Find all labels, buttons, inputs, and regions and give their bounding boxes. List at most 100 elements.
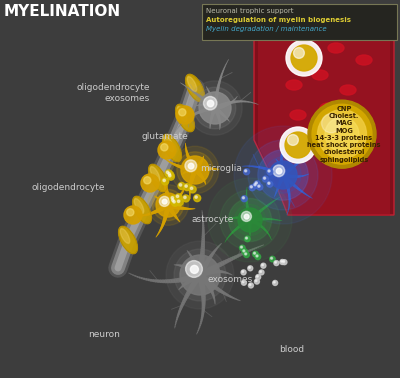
- Circle shape: [230, 200, 270, 240]
- Circle shape: [268, 170, 270, 172]
- Circle shape: [242, 271, 244, 273]
- Circle shape: [254, 279, 260, 284]
- Circle shape: [283, 260, 284, 262]
- Circle shape: [238, 208, 262, 232]
- Circle shape: [316, 122, 352, 158]
- Circle shape: [256, 255, 258, 257]
- Circle shape: [186, 260, 202, 277]
- Circle shape: [194, 87, 236, 129]
- Circle shape: [253, 183, 259, 189]
- Circle shape: [127, 209, 134, 216]
- Circle shape: [248, 283, 254, 288]
- Circle shape: [190, 265, 198, 273]
- Circle shape: [275, 262, 276, 263]
- Circle shape: [286, 40, 322, 76]
- Circle shape: [255, 280, 257, 282]
- Circle shape: [181, 156, 209, 184]
- Ellipse shape: [312, 70, 328, 80]
- Circle shape: [158, 141, 176, 159]
- Ellipse shape: [176, 104, 194, 132]
- Circle shape: [175, 194, 182, 201]
- Circle shape: [242, 249, 248, 254]
- Circle shape: [141, 174, 159, 192]
- Circle shape: [269, 161, 297, 189]
- Circle shape: [252, 251, 258, 257]
- Circle shape: [255, 254, 261, 260]
- Text: CNP
Cholest.
MAG
MOG
14-3-3 proteins
heat shock proteins
cholesterol
sphingolipi: CNP Cholest. MAG MOG 14-3-3 proteins hea…: [307, 106, 381, 163]
- Circle shape: [274, 281, 275, 283]
- Circle shape: [162, 178, 169, 185]
- Circle shape: [273, 280, 278, 285]
- Polygon shape: [258, 12, 390, 216]
- Circle shape: [166, 171, 169, 174]
- Circle shape: [254, 181, 260, 187]
- Circle shape: [199, 92, 231, 124]
- Circle shape: [262, 176, 268, 182]
- Circle shape: [179, 109, 186, 116]
- Circle shape: [194, 195, 201, 201]
- Circle shape: [267, 169, 273, 175]
- Circle shape: [288, 135, 298, 146]
- Circle shape: [159, 196, 170, 206]
- Circle shape: [259, 270, 264, 275]
- Circle shape: [242, 280, 246, 285]
- Circle shape: [254, 184, 256, 186]
- Circle shape: [184, 184, 191, 191]
- Text: blood: blood: [280, 345, 304, 354]
- Circle shape: [171, 146, 219, 194]
- Circle shape: [291, 45, 317, 71]
- Circle shape: [161, 144, 168, 151]
- Circle shape: [245, 170, 247, 172]
- Circle shape: [172, 199, 174, 201]
- Text: astrocyte: astrocyte: [192, 215, 234, 224]
- Circle shape: [280, 260, 285, 265]
- Circle shape: [171, 197, 174, 199]
- Circle shape: [167, 173, 174, 180]
- Circle shape: [240, 246, 242, 248]
- Circle shape: [188, 81, 242, 135]
- Ellipse shape: [163, 134, 181, 162]
- Circle shape: [245, 253, 247, 255]
- Circle shape: [241, 211, 252, 222]
- Circle shape: [265, 157, 301, 193]
- Text: exosomes: exosomes: [208, 275, 253, 284]
- Circle shape: [177, 200, 180, 203]
- Circle shape: [273, 165, 285, 177]
- Circle shape: [179, 184, 182, 186]
- Text: neuron: neuron: [88, 330, 120, 339]
- Circle shape: [204, 96, 217, 110]
- Ellipse shape: [320, 103, 336, 113]
- Ellipse shape: [120, 229, 130, 243]
- Ellipse shape: [186, 74, 204, 102]
- Circle shape: [270, 256, 275, 262]
- Circle shape: [264, 177, 266, 179]
- Ellipse shape: [286, 80, 302, 90]
- Circle shape: [262, 264, 264, 266]
- Circle shape: [172, 199, 179, 206]
- Circle shape: [170, 195, 177, 202]
- Ellipse shape: [164, 136, 174, 152]
- Circle shape: [257, 184, 263, 190]
- Ellipse shape: [149, 164, 167, 192]
- Circle shape: [243, 250, 245, 252]
- Circle shape: [254, 252, 256, 254]
- Circle shape: [176, 195, 179, 198]
- Circle shape: [220, 190, 280, 250]
- Circle shape: [182, 195, 190, 202]
- Circle shape: [144, 177, 151, 184]
- Circle shape: [180, 255, 220, 295]
- Circle shape: [261, 263, 266, 268]
- Circle shape: [173, 201, 175, 203]
- Circle shape: [325, 117, 359, 151]
- Ellipse shape: [300, 23, 316, 33]
- Ellipse shape: [134, 198, 144, 214]
- Circle shape: [260, 271, 262, 273]
- Circle shape: [234, 126, 332, 224]
- Circle shape: [324, 130, 334, 140]
- Circle shape: [184, 196, 186, 198]
- Circle shape: [176, 106, 194, 124]
- Circle shape: [321, 127, 347, 153]
- Circle shape: [274, 260, 279, 266]
- Circle shape: [242, 281, 244, 283]
- Circle shape: [249, 185, 255, 191]
